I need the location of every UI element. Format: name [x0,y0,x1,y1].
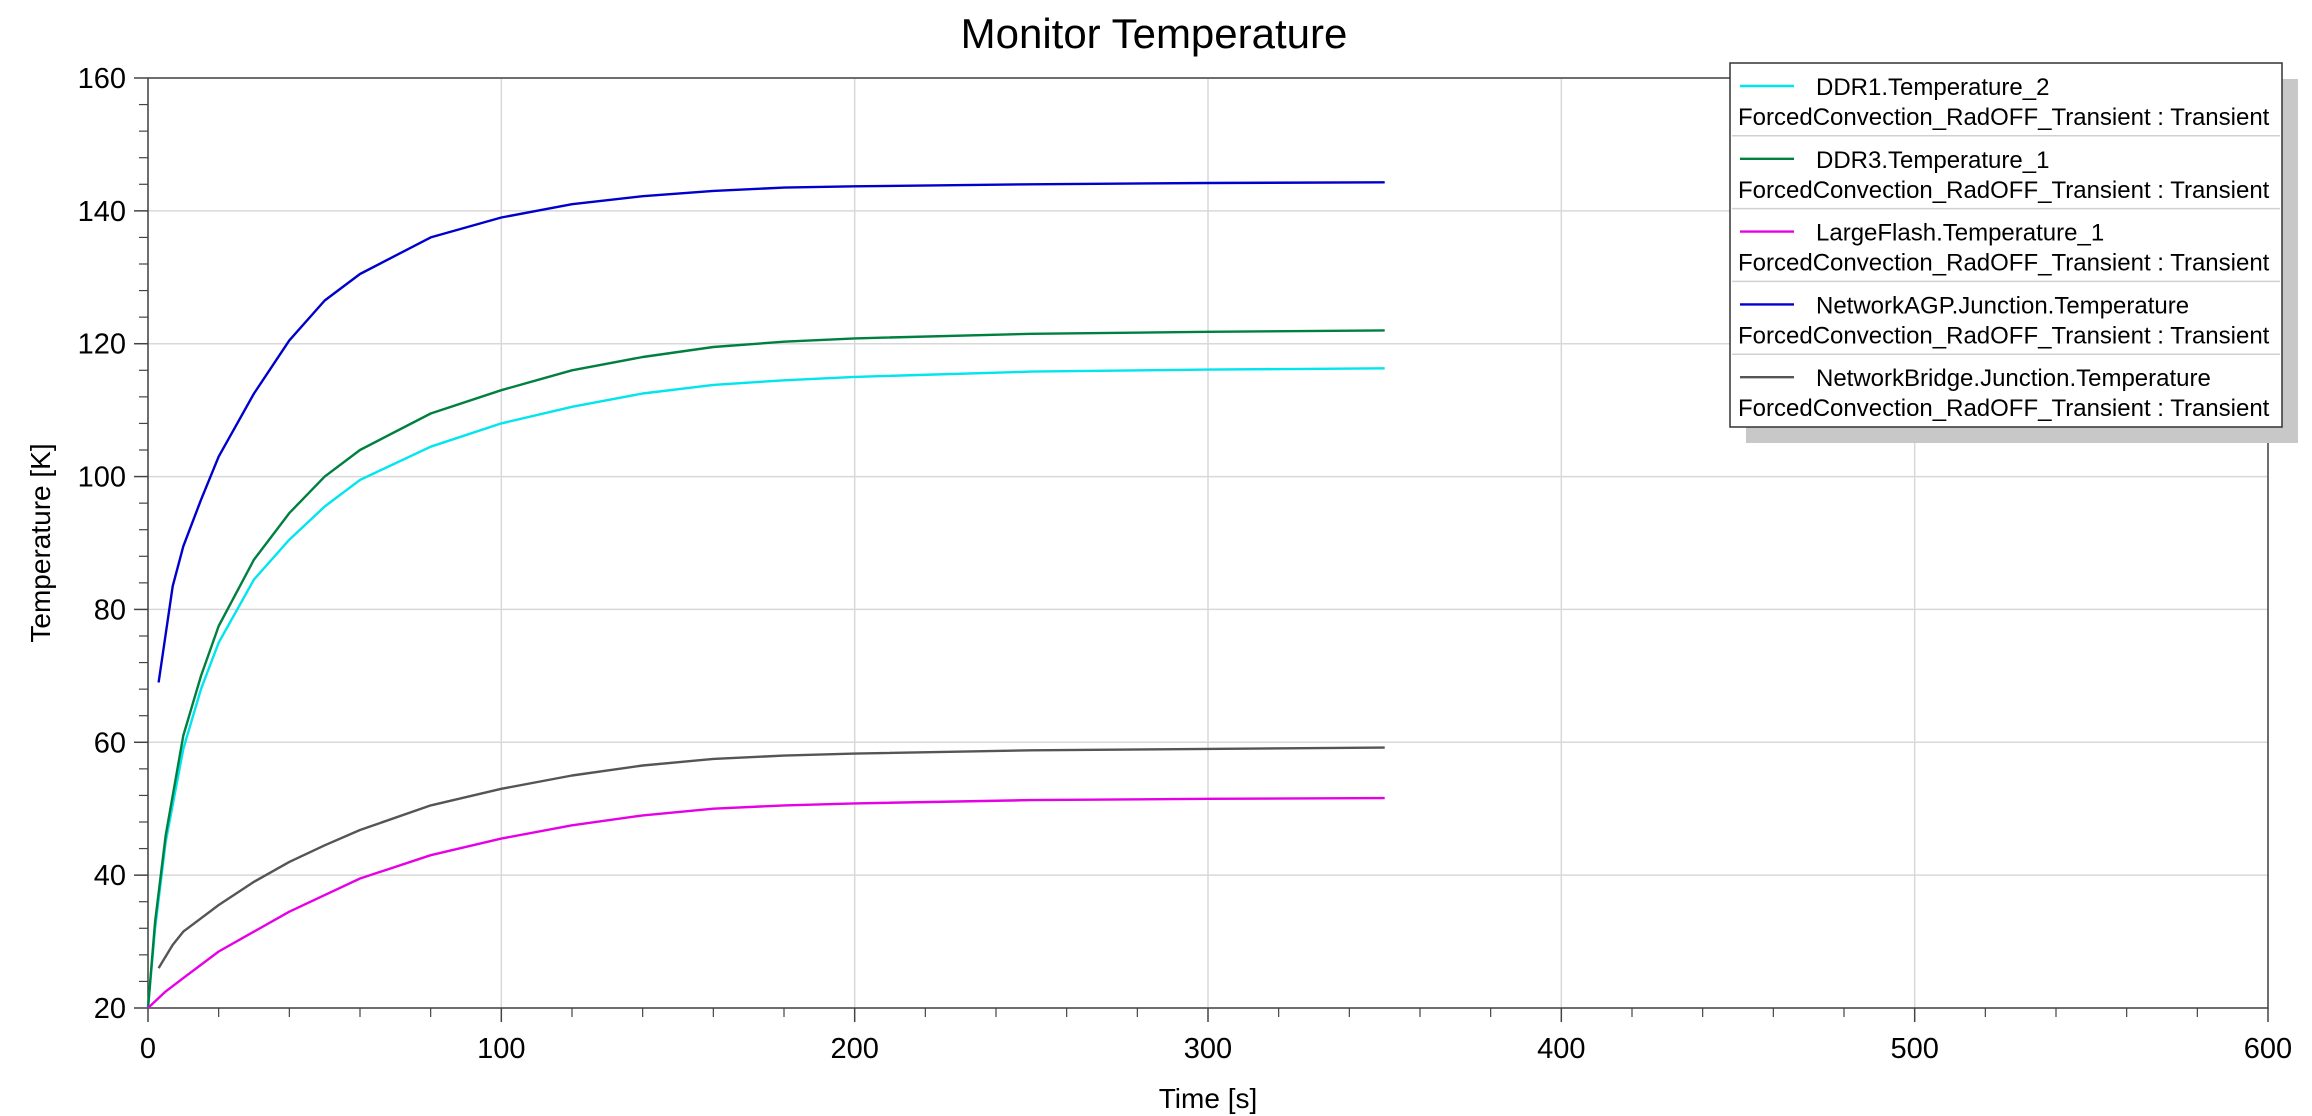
legend-series-subtitle: ForcedConvection_RadOFF_Transient : Tran… [1738,177,2270,204]
legend-series-name: DDR3.Temperature_1 [1816,147,2049,174]
legend-series-name: LargeFlash.Temperature_1 [1816,220,2104,247]
y-tick-label: 140 [78,196,126,228]
x-tick-label: 200 [830,1033,878,1065]
legend-series-subtitle: ForcedConvection_RadOFF_Transient : Tran… [1738,395,2270,422]
y-axis-label: Temperature [K] [25,443,56,642]
legend-series-name: NetworkAGP.Junction.Temperature [1816,292,2189,319]
legend-box [1729,62,2283,428]
series-line-2 [146,329,1385,1009]
series-line-3 [147,796,1385,1009]
y-tick-label: 160 [78,63,126,95]
x-tick-label: 500 [1890,1033,1938,1065]
y-tick-label: 100 [78,462,126,494]
legend: DDR1.Temperature_2 ForcedConvection_RadOF… [1729,62,2298,443]
x-tick-label: 0 [140,1033,156,1065]
y-tick-label: 80 [94,594,126,626]
y-tick-label: 40 [94,860,126,892]
y-tick-label: 20 [94,993,126,1025]
y-tick-label: 60 [94,727,126,759]
legend-series-subtitle: ForcedConvection_RadOFF_Transient : Tran… [1738,250,2270,277]
x-tick-label: 400 [1537,1033,1585,1065]
x-tick-label: 100 [477,1033,525,1065]
y-tick-label: 120 [78,329,126,361]
series-line-5 [157,746,1385,969]
legend-series-name: DDR1.Temperature_2 [1816,74,2049,101]
series-lines [146,181,1385,1009]
chart-title: Monitor Temperature [961,10,1348,57]
series-line-4 [157,181,1385,683]
legend-series-name: NetworkBridge.Junction.Temperature [1816,365,2211,392]
axis-ticks: 0 100 200 300 400 500 600 20 40 60 80 100 120 140 160 [78,63,2293,1065]
legend-series-subtitle: ForcedConvection_RadOFF_Transient : Tran… [1738,322,2270,349]
x-tick-label: 600 [2244,1033,2292,1065]
x-tick-label: 300 [1184,1033,1232,1065]
legend-series-subtitle: ForcedConvection_RadOFF_Transient : Tran… [1738,104,2270,131]
series-line-1 [146,367,1385,1009]
x-axis-label: Time [s] [1159,1083,1258,1114]
